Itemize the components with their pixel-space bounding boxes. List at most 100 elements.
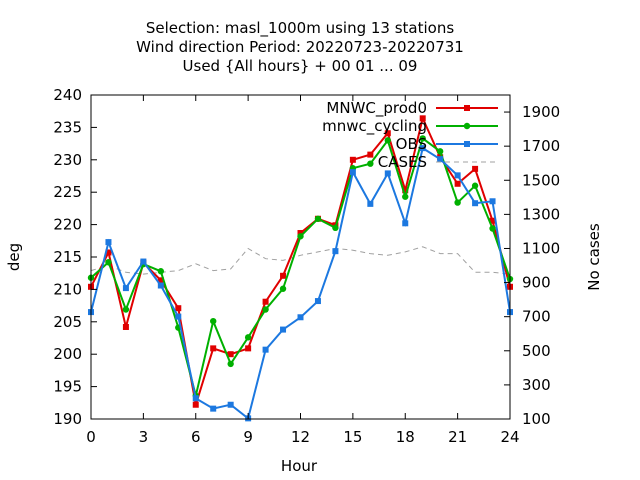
data-point-obs [454, 172, 461, 179]
y-tick-label: 205 [53, 313, 82, 331]
series-line-obs [90, 146, 511, 421]
data-point-mnwc-cycling [122, 306, 130, 313]
title-line-1: Selection: masl_1000m using 13 stations [146, 19, 455, 38]
y2-tick-label: 900 [522, 274, 551, 292]
y2-tick-label: 300 [522, 376, 551, 394]
title-line-3: Used {All hours} + 00 01 ... 09 [183, 57, 418, 75]
legend-label-mnwc-prod0: MNWC_prod0 [326, 99, 427, 118]
data-point-mnwc-prod0 [472, 165, 479, 172]
x-tick-label: 12 [291, 428, 310, 446]
data-point-obs [297, 314, 304, 321]
y2-tick-label: 1100 [522, 239, 560, 257]
x-tick-label: 15 [343, 428, 362, 446]
title-line-2: Wind direction Period: 20220723-20220731 [136, 38, 464, 56]
data-point-mnwc-prod0 [367, 151, 374, 158]
y-tick-label: 215 [53, 248, 82, 266]
x-tick-label: 21 [448, 428, 467, 446]
x-tick-label: 9 [243, 428, 253, 446]
data-point-mnwc-prod0 [280, 272, 287, 279]
legend-label-obs: OBS [396, 135, 427, 153]
y2-tick-label: 700 [522, 308, 551, 326]
legend-marker-mnwc-prod0 [464, 105, 470, 111]
series-cases [90, 246, 511, 275]
data-point-mnwc-prod0 [402, 187, 409, 194]
data-point-mnwc-cycling [157, 268, 165, 275]
data-point-mnwc-cycling [279, 285, 287, 292]
y-tick-label: 190 [53, 410, 82, 428]
x-tick-label: 0 [86, 428, 96, 446]
data-point-obs [210, 405, 217, 412]
data-point-obs [157, 282, 164, 289]
y-axis-label: deg [5, 243, 23, 271]
series-mnwc-cycling [87, 135, 514, 399]
data-point-obs [489, 198, 496, 205]
y2-tick-label: 1300 [522, 205, 560, 223]
data-point-mnwc-prod0 [192, 401, 199, 408]
data-point-mnwc-cycling [105, 258, 112, 266]
y-tick-label: 225 [53, 183, 82, 201]
data-point-obs [419, 145, 426, 152]
data-point-mnwc-prod0 [210, 345, 217, 352]
data-point-mnwc-cycling [489, 225, 496, 232]
series-obs [88, 145, 513, 422]
y2-tick-label: 100 [522, 410, 551, 428]
x-tick-label: 18 [396, 428, 415, 446]
data-point-mnwc-prod0 [105, 249, 112, 256]
x-axis-label: Hour [281, 457, 318, 475]
data-point-mnwc-prod0 [262, 298, 269, 305]
data-point-obs [227, 401, 234, 408]
data-point-mnwc-prod0 [175, 305, 182, 312]
x-tick-label: 24 [500, 428, 519, 446]
data-point-mnwc-cycling [262, 306, 269, 313]
data-point-mnwc-cycling [471, 182, 479, 189]
data-point-mnwc-cycling [384, 137, 391, 144]
y-tick-label: 195 [53, 378, 82, 396]
data-point-obs [402, 220, 409, 227]
data-point-obs [122, 285, 129, 292]
y-tick-label: 230 [53, 151, 82, 169]
series-line-mnwc-cycling [90, 136, 511, 396]
chart-title: Selection: masl_1000m using 13 stations … [136, 19, 464, 75]
axis-ticks [90, 94, 511, 420]
data-point-obs [192, 395, 199, 402]
data-point-mnwc-cycling [454, 199, 461, 206]
legend-marker-obs [464, 141, 470, 147]
plot-series [87, 115, 514, 422]
data-point-mnwc-cycling [244, 334, 252, 341]
legend-marker-mnwc-cycling [463, 122, 471, 130]
y-tick-label: 240 [53, 86, 82, 104]
data-point-obs [280, 326, 287, 333]
data-point-obs [384, 170, 391, 177]
data-point-mnwc-prod0 [419, 115, 426, 122]
data-point-obs [332, 248, 339, 255]
y-tick-label: 220 [53, 216, 82, 234]
x-tick-label: 3 [139, 428, 149, 446]
data-point-mnwc-cycling [332, 224, 339, 232]
legend-label-mnwc-cycling: mnwc_cycling [322, 117, 427, 136]
y-tick-label: 210 [53, 280, 82, 298]
data-point-mnwc-cycling [297, 233, 304, 240]
legend-label-cases: CASES [378, 153, 427, 171]
data-point-obs [349, 169, 356, 176]
data-point-mnwc-prod0 [384, 130, 391, 137]
data-point-obs [105, 239, 112, 246]
y2-tick-label: 1900 [522, 103, 560, 121]
y2-tick-label: 1500 [522, 171, 560, 189]
y2-tick-label: 1700 [522, 137, 560, 155]
data-point-mnwc-prod0 [122, 323, 129, 330]
y-tick-label: 200 [53, 345, 82, 363]
data-point-obs [175, 313, 182, 320]
series-mnwc-prod0 [88, 115, 513, 408]
data-point-obs [262, 346, 269, 353]
series-line-mnwc-prod0 [90, 115, 511, 405]
data-point-mnwc-cycling [227, 360, 234, 368]
data-point-mnwc-prod0 [454, 180, 461, 187]
data-point-obs [140, 258, 147, 265]
data-point-mnwc-prod0 [349, 156, 356, 163]
data-point-mnwc-cycling [436, 148, 444, 155]
y-tick-label: 235 [53, 118, 82, 136]
data-point-obs [314, 298, 321, 305]
data-point-mnwc-prod0 [489, 217, 496, 224]
